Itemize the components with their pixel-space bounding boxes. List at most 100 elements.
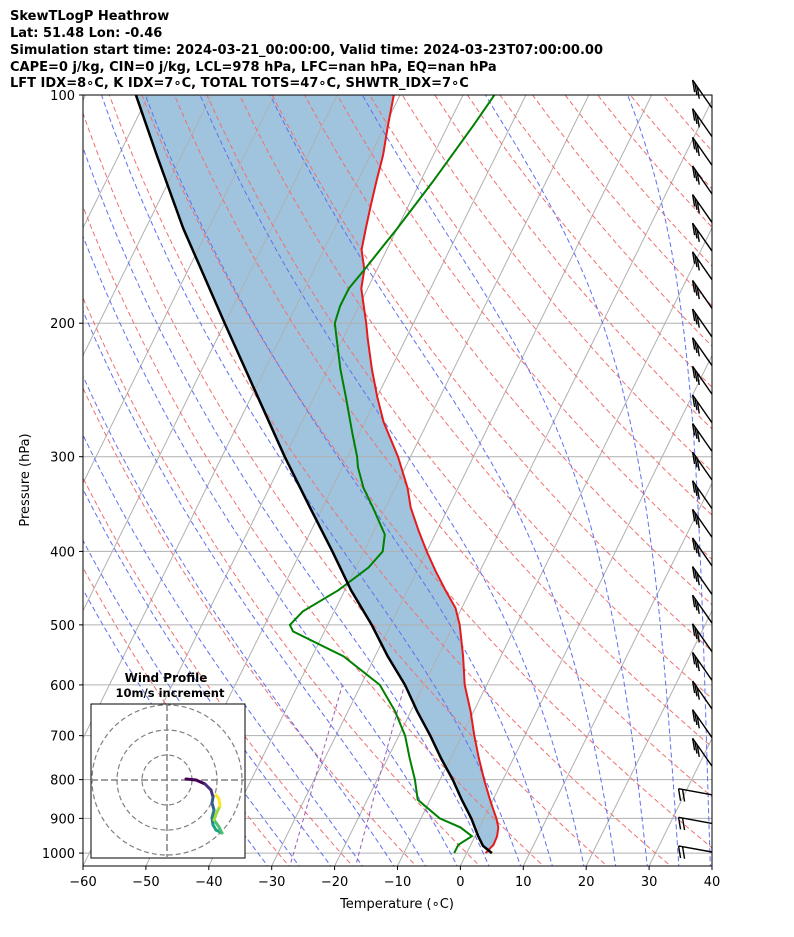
y-axis-label: Pressure (hPa)	[18, 433, 33, 526]
wind-barb	[691, 165, 713, 195]
wind-barb	[691, 423, 713, 452]
isotherm-line	[397, 226, 712, 866]
moist-adiabat-line	[484, 95, 680, 866]
dry-adiabat-line	[434, 95, 712, 430]
x-tick-label: 40	[704, 875, 721, 890]
x-tick-label: −30	[258, 875, 285, 890]
chart-title: SkewTLogP Heathrow	[10, 9, 170, 24]
y-tick-label: 100	[50, 89, 75, 104]
wind-barb	[691, 79, 713, 109]
inset-subtitle: 10m/s increment	[116, 686, 225, 700]
wind-barb	[691, 623, 713, 653]
hodograph-segment	[214, 793, 221, 801]
x-axis-label: Temperature (∘C)	[339, 897, 454, 912]
wind-barb	[691, 737, 713, 767]
dry-adiabat-line	[499, 95, 712, 347]
moist-adiabat-line	[83, 539, 300, 866]
wind-profile-inset: Wind Profile 10m/s increment	[90, 671, 246, 859]
index-line: LFT IDX=8∘C, K IDX=7∘C, TOTAL TOTS=47∘C,…	[10, 76, 469, 91]
wind-barb	[691, 308, 713, 338]
dewpoint-line	[288, 95, 496, 854]
y-tick-label: 800	[50, 774, 75, 789]
wind-barb	[691, 680, 713, 710]
wind-barb	[691, 394, 713, 424]
moist-adiabat-line	[83, 433, 363, 866]
isotherm-line	[334, 99, 712, 866]
dry-adiabat-line	[564, 95, 712, 267]
moist-adiabat-line	[83, 235, 458, 866]
parcel-line	[134, 95, 493, 855]
isotherm-line	[585, 609, 712, 866]
x-tick-label: 10	[515, 875, 532, 890]
dry-adiabat-line	[83, 205, 545, 866]
moist-adiabat-line	[269, 95, 617, 866]
dry-adiabat-line	[141, 95, 712, 849]
isotherm-line	[459, 354, 712, 866]
dry-adiabat-line	[597, 95, 712, 228]
moist-adiabat-line	[736, 95, 745, 869]
mixing-ratio-line	[355, 684, 406, 866]
isotherm-line	[271, 95, 653, 866]
wind-barb	[691, 537, 713, 567]
wind-barb	[691, 337, 713, 366]
x-tick-label: −20	[321, 875, 348, 890]
isotherm-line	[83, 95, 212, 357]
hodograph-segment	[194, 778, 207, 786]
moist-adiabat-line	[83, 309, 427, 866]
inset-frame	[90, 703, 246, 859]
dry-adiabat-line	[369, 95, 712, 516]
inset-title: Wind Profile	[125, 671, 208, 685]
dry-adiabat-line	[83, 111, 608, 866]
wind-barb	[691, 222, 713, 252]
x-tick-label: −50	[132, 875, 159, 890]
axes: −60 −50 −40 −30 −20 −10 0 10 20 30 40 1000 900 800 700…	[42, 89, 720, 890]
y-tick-label: 400	[50, 545, 75, 560]
isotherm-line	[83, 95, 338, 612]
y-tick-label: 300	[50, 451, 75, 466]
moist-adiabat-line	[101, 95, 522, 866]
isotherm-line	[648, 737, 712, 866]
isotherm-line	[83, 95, 149, 230]
wind-barb	[691, 365, 713, 395]
cape-line: CAPE=0 j/kg, CIN=0 j/kg, LCL=978 hPa, LF…	[10, 60, 497, 75]
moist-adiabat-line	[144, 95, 553, 866]
y-tick-label: 500	[50, 619, 75, 634]
isotherm-line	[711, 864, 712, 866]
x-tick-label: −40	[195, 875, 222, 890]
dry-adiabat-line	[83, 386, 417, 866]
location-line: Lat: 51.48 Lon: -0.46	[10, 26, 163, 41]
wind-barb	[691, 566, 713, 595]
dry-adiabat-line	[662, 95, 712, 152]
x-tick-label: 0	[456, 875, 464, 890]
wind-barb	[691, 508, 713, 538]
moist-adiabat-line	[83, 146, 490, 866]
wind-barb	[691, 709, 713, 738]
temperature-line	[360, 95, 500, 854]
x-tick-label: 20	[578, 875, 595, 890]
hodograph-segment	[184, 777, 198, 782]
moist-adiabat-line	[83, 375, 395, 866]
y-tick-label: 600	[50, 679, 75, 694]
isotherm-line	[208, 95, 590, 866]
wind-barb	[691, 594, 713, 624]
x-tick-label: 30	[641, 875, 658, 890]
y-tick-label: 200	[50, 317, 75, 332]
x-tick-label: −60	[69, 875, 96, 890]
wind-barb	[691, 480, 713, 510]
wind-barb	[691, 194, 713, 223]
wind-barb	[691, 251, 713, 281]
wind-barb	[677, 816, 713, 831]
shaded-area	[135, 95, 499, 854]
wind-barb	[677, 845, 713, 859]
isotherm-line	[83, 95, 87, 102]
dry-adiabat-line	[83, 296, 481, 866]
wind-barb	[691, 651, 713, 681]
wind-barb	[691, 451, 713, 481]
wind-barb	[677, 788, 713, 802]
wind-barbs	[677, 79, 713, 859]
time-line: Simulation start time: 2024-03-21_00:00:…	[10, 43, 603, 58]
y-tick-label: 700	[50, 730, 75, 745]
moist-adiabat-line	[361, 95, 648, 866]
x-tick-label: −10	[384, 875, 411, 890]
